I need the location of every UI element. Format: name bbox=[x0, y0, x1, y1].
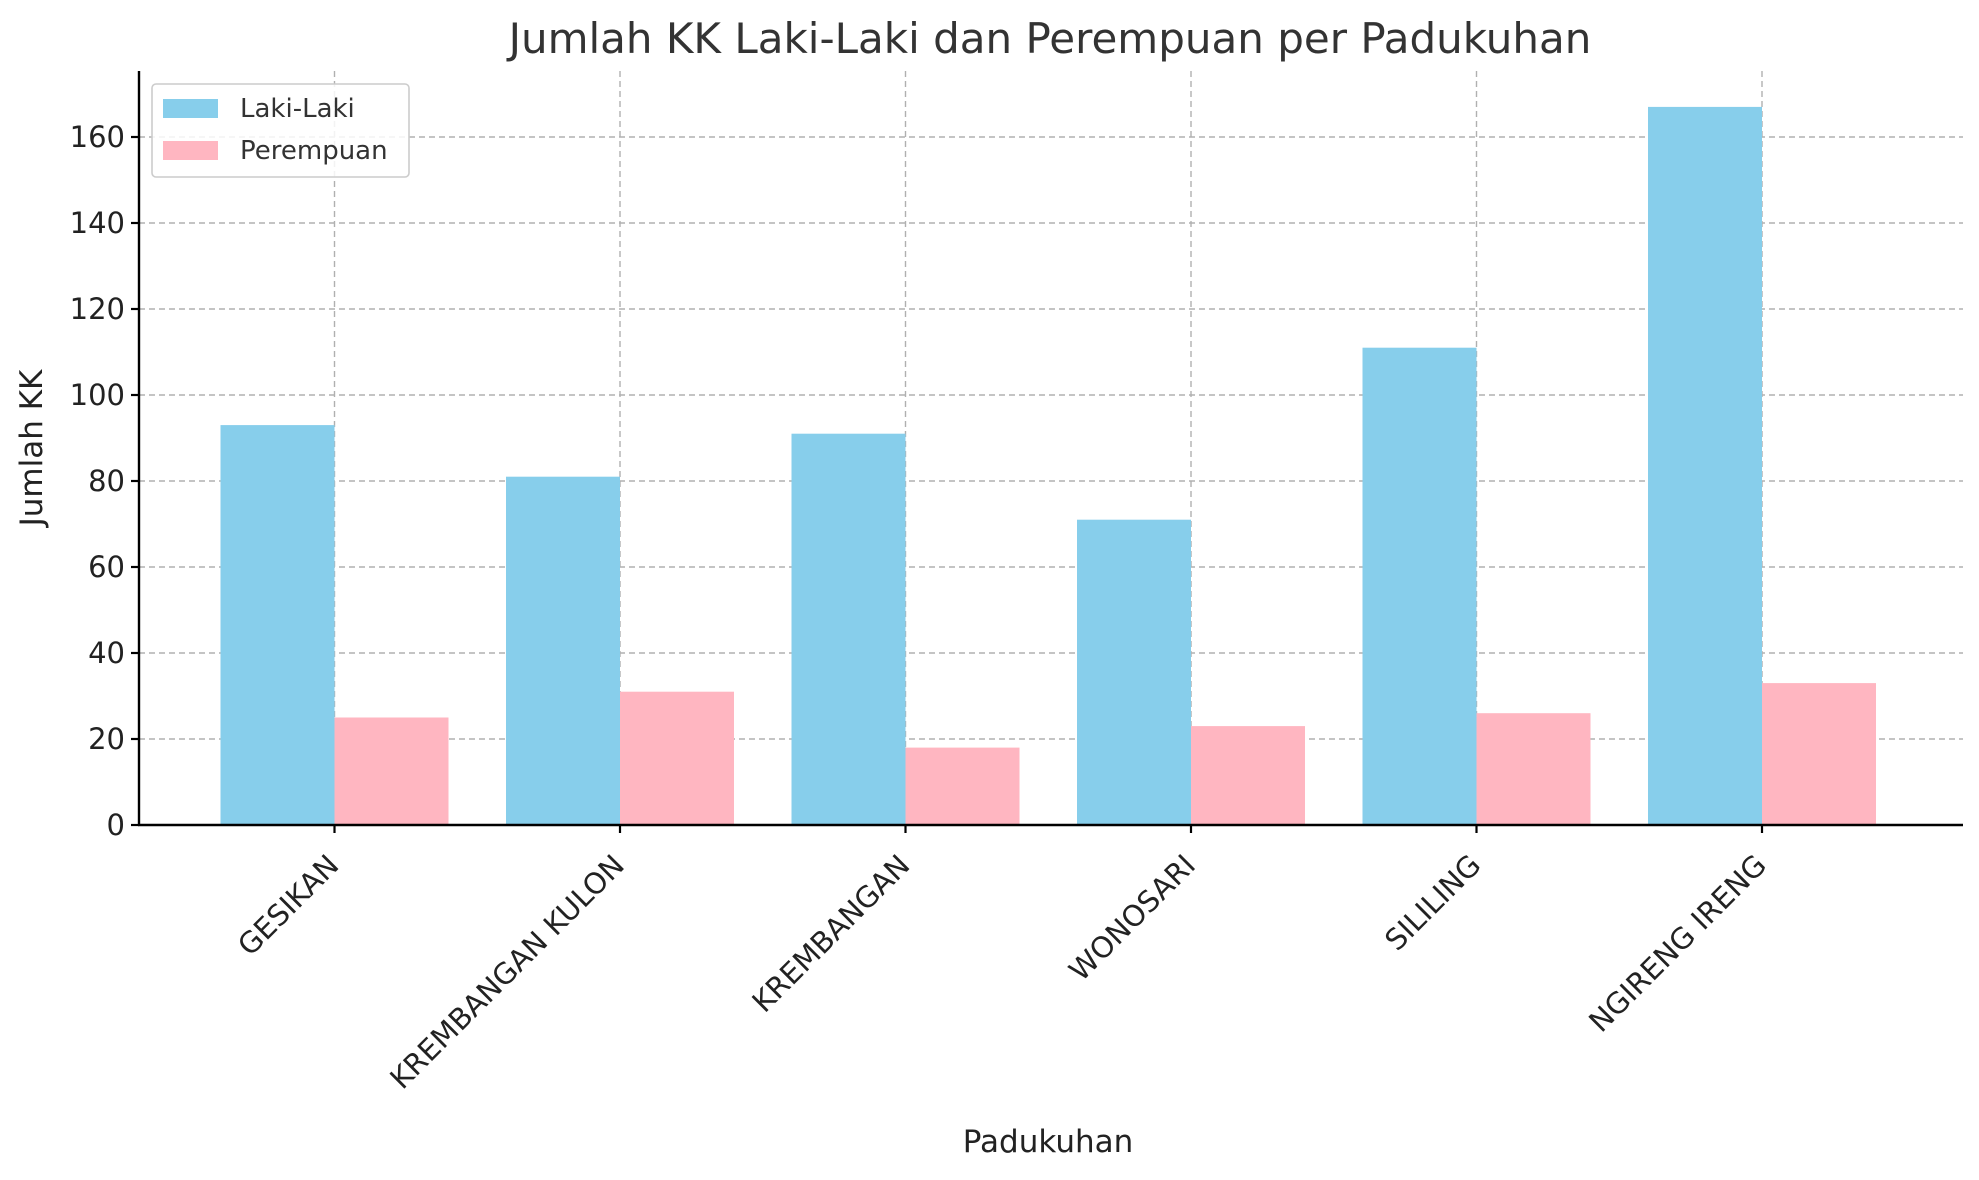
bar-perempuan-ngireng-ireng bbox=[1762, 683, 1876, 825]
y-axis-title: Jumlah KK bbox=[14, 369, 50, 528]
bar-laki-laki-krembangan bbox=[791, 433, 906, 825]
bar-laki-laki-ngireng-ireng bbox=[1648, 106, 1762, 825]
bar-perempuan-gesikan bbox=[334, 717, 449, 825]
x-tick-label: WONOSARI bbox=[1062, 848, 1202, 988]
y-tick-label: 80 bbox=[88, 464, 125, 498]
bar-laki-laki-gesikan bbox=[220, 425, 335, 825]
legend-label-perempuan: Perempuan bbox=[240, 136, 388, 166]
bar-laki-laki-sililing bbox=[1362, 347, 1477, 825]
x-tick-label: GESIKAN bbox=[231, 848, 345, 962]
x-tick-label: KREMBANGAN KULON bbox=[383, 848, 631, 1096]
y-tick-label: 0 bbox=[107, 808, 125, 842]
y-tick-label: 100 bbox=[70, 378, 125, 412]
x-ticks: GESIKAN KREMBANGAN KULON KREMBANGAN WONOSAR… bbox=[231, 825, 1773, 1096]
legend: Laki-Laki Perempuan bbox=[151, 83, 410, 178]
chart-title: Jumlah KK Laki-Laki dan Perempuan per Pa… bbox=[506, 14, 1592, 63]
bar-laki-laki-wonosari bbox=[1077, 519, 1191, 825]
y-tick-label: 160 bbox=[70, 120, 125, 154]
x-tick-label: SILILING bbox=[1378, 848, 1487, 957]
x-axis-title: Padukuhan bbox=[963, 1124, 1134, 1160]
y-tick-label: 120 bbox=[70, 292, 125, 326]
y-tick-label: 60 bbox=[88, 550, 125, 584]
bar-laki-laki-krembangan-kulon bbox=[506, 476, 620, 825]
y-tick-label: 140 bbox=[70, 206, 125, 240]
bar-perempuan-krembangan-kulon bbox=[620, 691, 734, 825]
legend-swatch-laki-laki bbox=[163, 99, 218, 118]
bar-perempuan-wonosari bbox=[1191, 726, 1305, 825]
bar-perempuan-krembangan bbox=[905, 747, 1020, 825]
x-tick-label: NGIRENG IRENG bbox=[1582, 848, 1773, 1039]
y-tick-label: 20 bbox=[88, 722, 125, 756]
bars bbox=[220, 106, 1876, 825]
legend-swatch-perempuan bbox=[163, 141, 218, 160]
axes bbox=[137, 71, 1963, 827]
y-ticks: 0 20 40 60 80 100 120 140 160 bbox=[70, 120, 139, 842]
legend-label-laki-laki: Laki-Laki bbox=[240, 94, 355, 124]
bar-perempuan-sililing bbox=[1476, 713, 1591, 825]
y-tick-label: 40 bbox=[88, 636, 125, 670]
x-tick-label: KREMBANGAN bbox=[745, 848, 916, 1019]
